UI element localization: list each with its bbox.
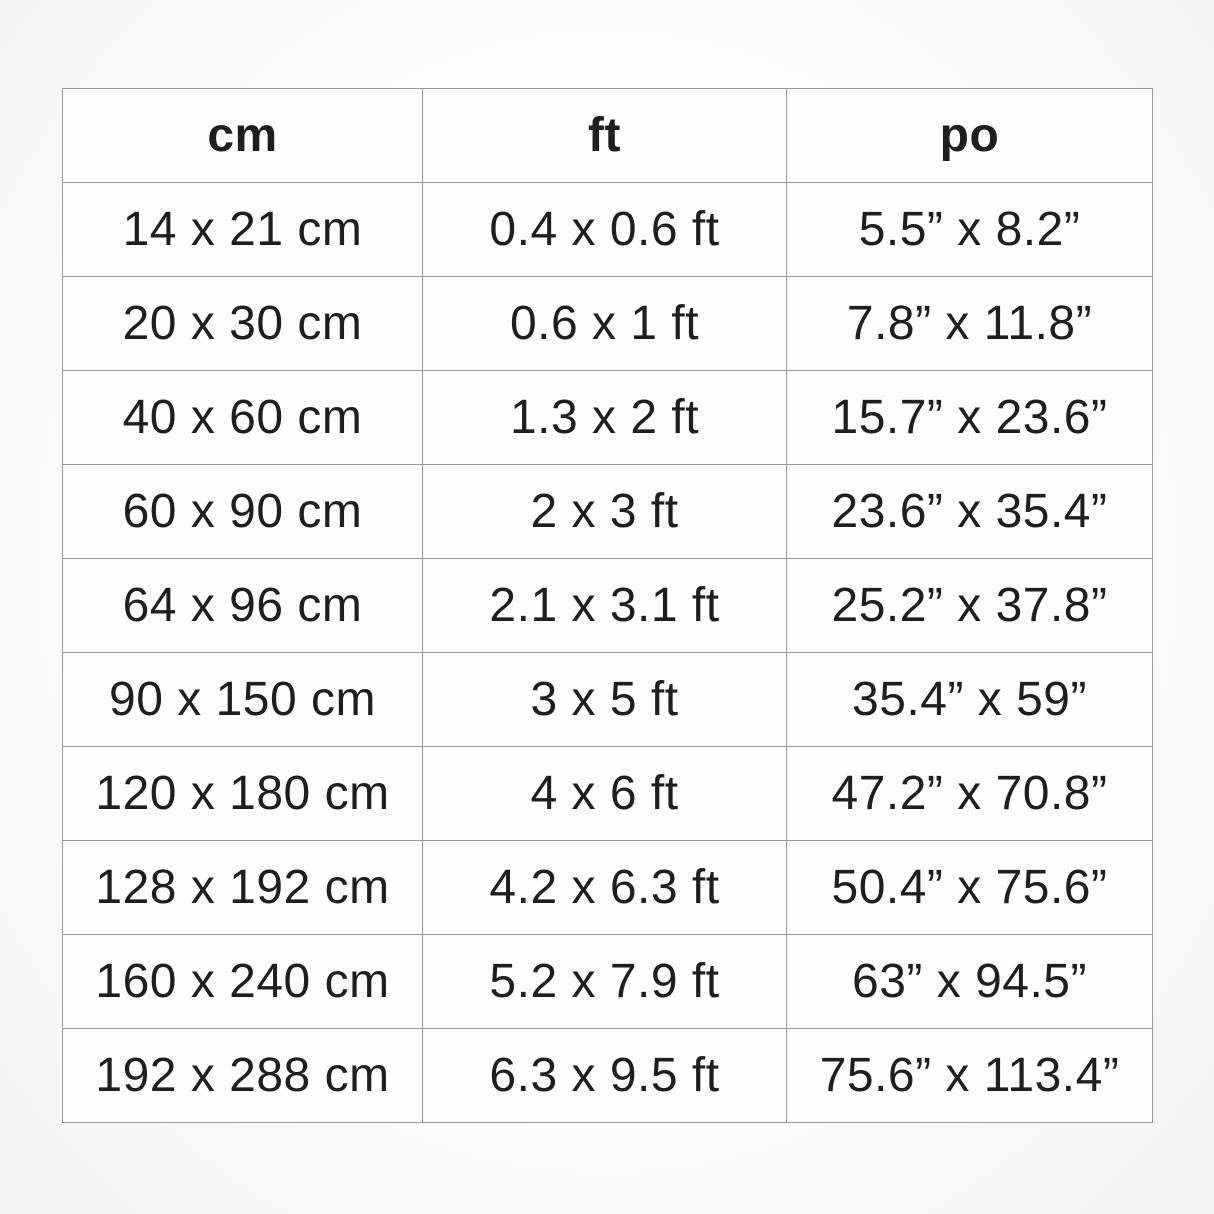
cell-ft: 1.3 x 2 ft (422, 370, 787, 465)
cell-ft: 2.1 x 3.1 ft (422, 558, 787, 653)
cell-ft: 6.3 x 9.5 ft (422, 1028, 787, 1123)
cell-cm: 128 x 192 cm (62, 840, 423, 935)
column-header-ft: ft (422, 88, 787, 183)
cell-po: 25.2” x 37.8” (786, 558, 1153, 653)
cell-cm: 14 x 21 cm (62, 182, 423, 277)
cell-cm: 60 x 90 cm (62, 464, 423, 559)
table-row: 20 x 30 cm 0.6 x 1 ft 7.8” x 11.8” (62, 276, 1153, 371)
table-row: 64 x 96 cm 2.1 x 3.1 ft 25.2” x 37.8” (62, 558, 1153, 653)
cell-ft: 2 x 3 ft (422, 464, 787, 559)
cell-cm: 40 x 60 cm (62, 370, 423, 465)
cell-po: 15.7” x 23.6” (786, 370, 1153, 465)
header-row: cm ft po (62, 88, 1153, 183)
table-row: 40 x 60 cm 1.3 x 2 ft 15.7” x 23.6” (62, 370, 1153, 465)
column-header-po: po (786, 88, 1153, 183)
cell-po: 7.8” x 11.8” (786, 276, 1153, 371)
cell-ft: 0.4 x 0.6 ft (422, 182, 787, 277)
cell-po: 23.6” x 35.4” (786, 464, 1153, 559)
cell-ft: 4.2 x 6.3 ft (422, 840, 787, 935)
cell-cm: 160 x 240 cm (62, 934, 423, 1029)
table-header: cm ft po (62, 88, 1153, 183)
cell-po: 35.4” x 59” (786, 652, 1153, 747)
cell-cm: 90 x 150 cm (62, 652, 423, 747)
cell-cm: 192 x 288 cm (62, 1028, 423, 1123)
cell-ft: 3 x 5 ft (422, 652, 787, 747)
cell-po: 63” x 94.5” (786, 934, 1153, 1029)
cell-cm: 120 x 180 cm (62, 746, 423, 841)
table-body: 14 x 21 cm 0.4 x 0.6 ft 5.5” x 8.2” 20 x… (62, 182, 1153, 1123)
size-conversion-table: cm ft po 14 x 21 cm 0.4 x 0.6 ft 5.5” x … (62, 88, 1153, 1123)
cell-po: 50.4” x 75.6” (786, 840, 1153, 935)
table-row: 60 x 90 cm 2 x 3 ft 23.6” x 35.4” (62, 464, 1153, 559)
cell-cm: 64 x 96 cm (62, 558, 423, 653)
table-row: 160 x 240 cm 5.2 x 7.9 ft 63” x 94.5” (62, 934, 1153, 1029)
cell-ft: 4 x 6 ft (422, 746, 787, 841)
cell-ft: 0.6 x 1 ft (422, 276, 787, 371)
cell-ft: 5.2 x 7.9 ft (422, 934, 787, 1029)
cell-po: 47.2” x 70.8” (786, 746, 1153, 841)
table-row: 120 x 180 cm 4 x 6 ft 47.2” x 70.8” (62, 746, 1153, 841)
table-row: 128 x 192 cm 4.2 x 6.3 ft 50.4” x 75.6” (62, 840, 1153, 935)
cell-cm: 20 x 30 cm (62, 276, 423, 371)
column-header-cm: cm (62, 88, 423, 183)
cell-po: 5.5” x 8.2” (786, 182, 1153, 277)
table-row: 90 x 150 cm 3 x 5 ft 35.4” x 59” (62, 652, 1153, 747)
cell-po: 75.6” x 113.4” (786, 1028, 1153, 1123)
table-row: 14 x 21 cm 0.4 x 0.6 ft 5.5” x 8.2” (62, 182, 1153, 277)
table-row: 192 x 288 cm 6.3 x 9.5 ft 75.6” x 113.4” (62, 1028, 1153, 1123)
